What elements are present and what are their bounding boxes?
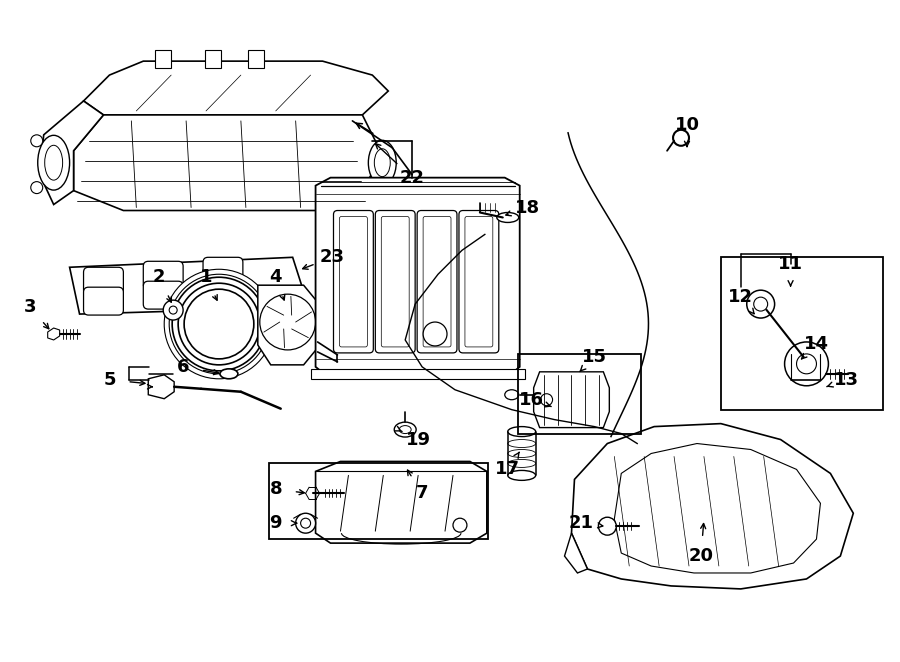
Bar <box>269 463 488 539</box>
Bar <box>310 369 525 379</box>
FancyBboxPatch shape <box>382 216 410 347</box>
Circle shape <box>31 181 42 193</box>
FancyBboxPatch shape <box>84 267 123 295</box>
Circle shape <box>673 130 689 146</box>
Text: 13: 13 <box>833 371 859 389</box>
FancyBboxPatch shape <box>375 211 415 353</box>
Bar <box>248 50 264 68</box>
Text: 10: 10 <box>674 116 699 134</box>
Polygon shape <box>48 328 59 340</box>
FancyBboxPatch shape <box>465 216 493 347</box>
Polygon shape <box>572 424 853 589</box>
FancyBboxPatch shape <box>459 211 499 353</box>
Text: 15: 15 <box>582 348 607 366</box>
Text: 21: 21 <box>569 514 594 532</box>
Circle shape <box>541 394 553 406</box>
FancyBboxPatch shape <box>334 211 373 353</box>
Ellipse shape <box>394 422 416 437</box>
FancyBboxPatch shape <box>339 216 367 347</box>
Circle shape <box>598 517 616 535</box>
Circle shape <box>260 294 316 350</box>
Circle shape <box>176 280 263 368</box>
FancyBboxPatch shape <box>143 281 183 309</box>
Ellipse shape <box>220 369 238 379</box>
FancyBboxPatch shape <box>203 258 243 285</box>
Text: 6: 6 <box>177 358 189 376</box>
Text: 14: 14 <box>804 335 829 353</box>
Ellipse shape <box>45 145 63 180</box>
Circle shape <box>169 306 177 314</box>
Bar <box>205 50 221 68</box>
Circle shape <box>296 513 316 533</box>
FancyBboxPatch shape <box>203 277 243 305</box>
Polygon shape <box>257 285 318 365</box>
Text: 2: 2 <box>153 268 166 286</box>
Bar <box>155 50 171 68</box>
Polygon shape <box>534 372 609 428</box>
Text: 8: 8 <box>269 481 282 498</box>
Circle shape <box>753 297 768 311</box>
Ellipse shape <box>508 459 536 467</box>
Polygon shape <box>564 533 588 573</box>
Ellipse shape <box>374 149 391 177</box>
Polygon shape <box>40 101 104 205</box>
Text: 7: 7 <box>416 485 428 502</box>
FancyBboxPatch shape <box>84 287 123 315</box>
Polygon shape <box>74 115 382 211</box>
Polygon shape <box>316 461 487 543</box>
Circle shape <box>796 354 816 374</box>
Bar <box>518 354 641 434</box>
Text: 17: 17 <box>495 460 520 479</box>
Circle shape <box>453 518 467 532</box>
Circle shape <box>31 135 42 147</box>
Circle shape <box>197 302 241 346</box>
Ellipse shape <box>497 213 518 222</box>
Circle shape <box>785 342 828 386</box>
Text: 16: 16 <box>519 391 544 408</box>
Polygon shape <box>69 258 309 314</box>
Text: 1: 1 <box>200 268 212 286</box>
Ellipse shape <box>508 471 536 481</box>
FancyBboxPatch shape <box>417 211 457 353</box>
Polygon shape <box>148 375 175 399</box>
Polygon shape <box>316 177 519 375</box>
Text: 19: 19 <box>406 430 430 449</box>
Circle shape <box>207 312 231 336</box>
Ellipse shape <box>505 390 518 400</box>
Text: 4: 4 <box>269 268 282 286</box>
Circle shape <box>178 283 260 365</box>
Circle shape <box>163 300 183 320</box>
Circle shape <box>747 290 775 318</box>
Text: 9: 9 <box>269 514 282 532</box>
Circle shape <box>423 322 447 346</box>
Text: 5: 5 <box>104 371 116 389</box>
Text: 11: 11 <box>778 256 803 273</box>
Circle shape <box>169 274 269 374</box>
Ellipse shape <box>508 440 536 448</box>
Ellipse shape <box>38 135 69 190</box>
Circle shape <box>301 518 310 528</box>
Ellipse shape <box>400 426 411 434</box>
Ellipse shape <box>508 426 536 436</box>
Text: 12: 12 <box>728 288 753 306</box>
Text: 20: 20 <box>688 547 714 565</box>
Ellipse shape <box>368 140 396 185</box>
Text: 22: 22 <box>400 169 425 187</box>
Bar <box>721 258 883 410</box>
Ellipse shape <box>508 449 536 457</box>
Circle shape <box>172 277 266 371</box>
FancyBboxPatch shape <box>143 261 183 289</box>
Polygon shape <box>615 444 821 573</box>
Circle shape <box>164 269 274 379</box>
Text: 23: 23 <box>320 248 345 266</box>
Circle shape <box>181 286 256 362</box>
Circle shape <box>187 292 251 356</box>
FancyBboxPatch shape <box>423 216 451 347</box>
Polygon shape <box>84 61 388 115</box>
Circle shape <box>184 289 254 359</box>
Text: 3: 3 <box>23 298 36 316</box>
Text: 18: 18 <box>515 199 540 216</box>
